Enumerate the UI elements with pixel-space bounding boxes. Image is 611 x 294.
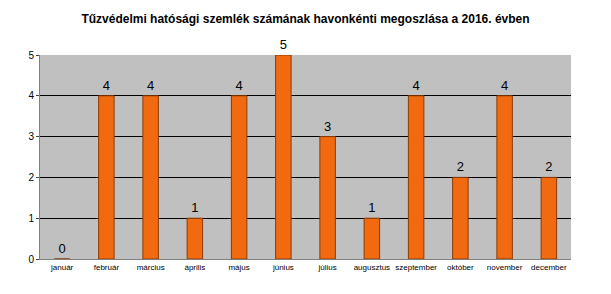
svg-text:1: 1 (191, 200, 198, 215)
svg-text:március: március (137, 263, 165, 272)
svg-text:1: 1 (368, 200, 375, 215)
svg-text:4: 4 (147, 78, 154, 93)
svg-text:Tűzvédelmi hatósági szemlék sz: Tűzvédelmi hatósági szemlék számának hav… (81, 12, 529, 26)
svg-text:4: 4 (501, 78, 508, 93)
svg-text:november: november (487, 263, 523, 272)
svg-text:február: február (94, 263, 120, 272)
svg-text:5: 5 (280, 37, 287, 52)
svg-text:4: 4 (413, 78, 420, 93)
svg-text:0: 0 (28, 254, 34, 265)
svg-text:4: 4 (236, 78, 243, 93)
svg-text:4: 4 (28, 90, 34, 101)
svg-text:október: október (447, 263, 474, 272)
svg-text:december: december (531, 263, 567, 272)
svg-text:április: április (184, 263, 205, 272)
svg-text:2: 2 (457, 159, 464, 174)
svg-text:3: 3 (324, 119, 331, 134)
svg-text:1: 1 (28, 213, 34, 224)
svg-text:május: május (228, 263, 249, 272)
svg-text:0: 0 (59, 241, 66, 256)
svg-text:június: június (272, 263, 294, 272)
svg-text:augusztus: augusztus (354, 263, 390, 272)
svg-text:3: 3 (28, 131, 34, 142)
svg-text:2: 2 (28, 172, 34, 183)
svg-text:4: 4 (103, 78, 110, 93)
svg-text:szeptember: szeptember (395, 263, 437, 272)
svg-text:január: január (50, 263, 74, 272)
svg-text:július: július (318, 263, 337, 272)
svg-text:2: 2 (545, 159, 552, 174)
svg-text:5: 5 (28, 50, 34, 61)
